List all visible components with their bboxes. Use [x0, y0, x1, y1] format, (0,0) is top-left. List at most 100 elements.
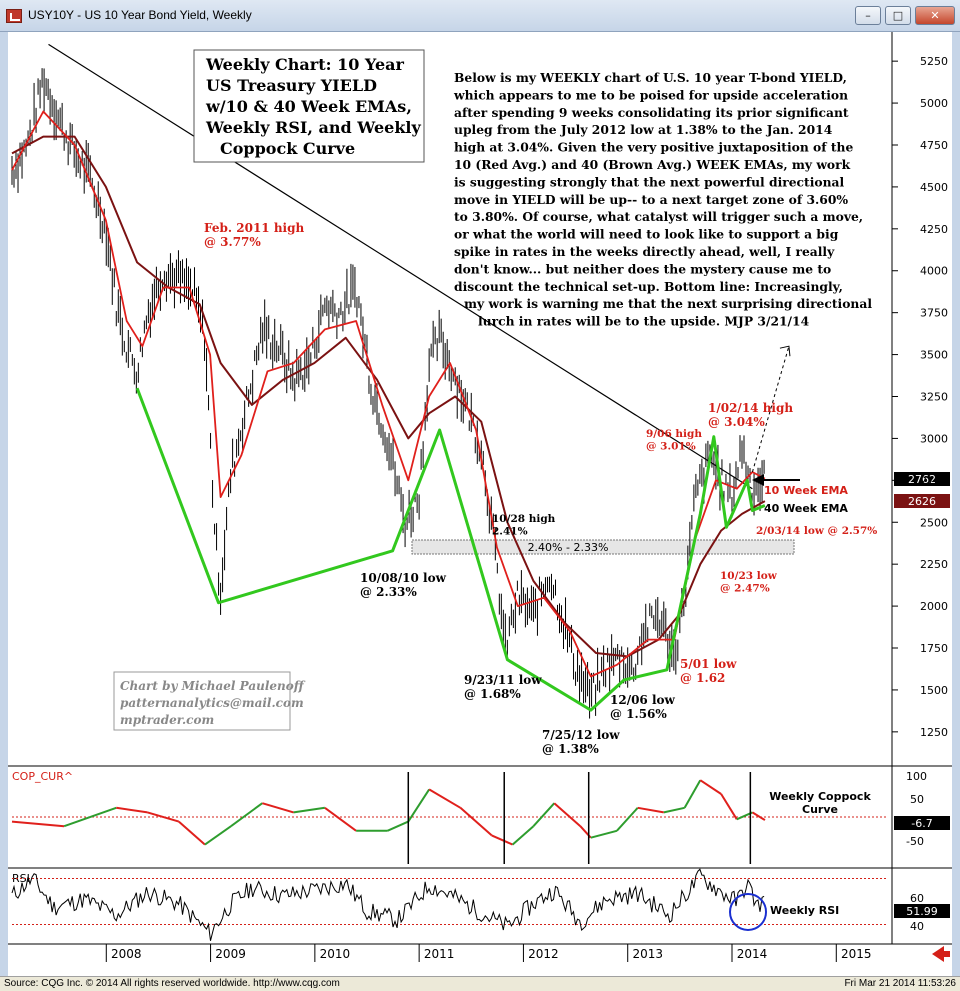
- coppock-segment: [751, 811, 766, 821]
- minimize-button[interactable]: –: [855, 6, 881, 25]
- time-tick-label: 2010: [320, 947, 351, 961]
- coppock-segment: [511, 825, 535, 846]
- time-tick-label: 2013: [632, 947, 663, 961]
- last-price-value: 2762: [908, 473, 936, 486]
- window-title: USY10Y - US 10 Year Bond Yield, Weekly: [28, 8, 252, 22]
- coppock-segment: [178, 820, 206, 846]
- price-tick-label: 3000: [920, 432, 948, 445]
- price-tick-label: 2250: [920, 558, 948, 571]
- annotation-oct28: 10/28 high: [492, 513, 556, 525]
- arrow-head-icon: [752, 474, 764, 486]
- price-tick-label: 5000: [920, 97, 948, 110]
- coppock-value: -6.7: [911, 817, 932, 830]
- ema40-line: [11, 135, 766, 658]
- credit-line-1: Chart by Michael Paulenoff: [120, 679, 306, 693]
- coppock-segment: [491, 834, 513, 846]
- ema-value-box: [894, 494, 950, 508]
- last-price-box: [894, 472, 950, 486]
- commentary-line: to 3.80%. Of course, what catalyst will …: [454, 209, 863, 224]
- coppock-tick-100: 100: [906, 770, 927, 783]
- annotation-jan2014: @ 3.04%: [708, 415, 765, 429]
- headline-line-4: Weekly RSI, and Weekly: [205, 118, 421, 137]
- commentary-line: 10 (Red Avg.) and 40 (Brown Avg.) WEEK E…: [454, 157, 851, 172]
- coppock-segment: [262, 802, 294, 814]
- commentary-line: high at 3.04%. Given the very positive j…: [454, 140, 853, 155]
- price-tick-label: 1500: [920, 684, 948, 697]
- coppock-segment: [387, 820, 409, 832]
- annotation-sep06: @ 3.01%: [646, 441, 696, 453]
- annotation-oct2010: @ 2.33%: [360, 585, 417, 599]
- commentary-line: Below is my WEEKLY chart of U.S. 10 year…: [454, 70, 847, 85]
- status-timestamp: Fri Mar 21 2014 11:53:26: [844, 978, 956, 989]
- coppock-segment: [532, 802, 556, 827]
- coppock-segment: [63, 806, 117, 828]
- resistance-trendline: [48, 43, 753, 490]
- commentary-line: lurch in rates will be to the upside. MJ…: [478, 314, 810, 329]
- coppock-segment: [116, 806, 148, 814]
- annotation-sep2011: 9/23/11 low: [464, 673, 542, 687]
- ema40-label: 40 Week EMA: [764, 502, 848, 515]
- annotation-oct23: @ 2.47%: [720, 583, 770, 595]
- status-source: Source: CQG Inc. © 2014 All rights reser…: [4, 978, 340, 989]
- credit-line-3: mptrader.com: [120, 713, 214, 727]
- maximize-button[interactable]: □: [885, 6, 911, 25]
- annotation-jan2014: 1/02/14 high: [708, 401, 793, 415]
- price-tick-label: 4750: [920, 139, 948, 152]
- annotation-jul2012: @ 1.38%: [542, 742, 599, 756]
- time-axis-labels: 2008 2009 2010 2011 2012 2013 2014 2015: [105, 944, 872, 962]
- coppock-segment: [683, 779, 702, 809]
- coppock-segment: [147, 811, 180, 823]
- time-tick-label: 2015: [841, 947, 872, 961]
- price-tick-label: 4250: [920, 223, 948, 236]
- coppock-tick-minus50: -50: [906, 835, 924, 848]
- close-button[interactable]: ✕: [915, 6, 955, 25]
- rsi-highlight-circle: [729, 893, 767, 931]
- coppock-curve: [11, 772, 888, 864]
- headline-line-1: Weekly Chart: 10 Year: [205, 55, 405, 74]
- coppock-segment: [293, 806, 326, 814]
- annotation-dec06: @ 1.56%: [610, 707, 667, 721]
- price-tick-label: 3250: [920, 391, 948, 404]
- price-tick-label: 1750: [920, 642, 948, 655]
- headline-line-2: US Treasury YIELD: [206, 76, 377, 95]
- coppock-segment: [324, 806, 357, 832]
- annotation-may01: @ 1.62: [680, 671, 725, 685]
- commentary-line: after spending 9 weeks consolidating its…: [454, 105, 849, 120]
- scroll-right-arrow-icon[interactable]: [932, 946, 950, 962]
- rsi-tick-40: 40: [910, 920, 924, 933]
- annotation-oct28: 2.41%: [492, 526, 528, 538]
- coppock-segment: [204, 825, 232, 846]
- headline-box: [193, 49, 425, 163]
- price-tick-label: 1250: [920, 726, 948, 739]
- price-tick-label: 5250: [920, 55, 948, 68]
- price-tick-label: 4000: [920, 265, 948, 278]
- annotation-oct23: 10/23 low: [720, 570, 778, 582]
- support-zone: [411, 539, 795, 555]
- chart-background: [8, 32, 952, 976]
- price-tick-label: 2000: [920, 600, 948, 613]
- price-tick-label: 3750: [920, 307, 948, 320]
- chart-canvas[interactable]: 2.40% - 2.33% Weekly Chart: 10 Year US T…: [8, 32, 952, 976]
- annotation-oct2010: 10/08/10 low: [360, 571, 447, 585]
- coppock-segment: [663, 806, 685, 814]
- headline-line-3: w/10 & 40 Week EMAs,: [205, 97, 412, 116]
- commentary-line: don't know... but neither does the myste…: [454, 261, 831, 276]
- coppock-pane-label: COP_CUR^: [12, 770, 73, 783]
- time-tick-label: 2008: [111, 947, 142, 961]
- coppock-segment: [230, 802, 263, 828]
- price-axis-ticks: 5250 5000 4750 4500 4250 4000 3750 3500 3250 3000…: [892, 55, 948, 739]
- time-tick-label: 2012: [528, 947, 559, 961]
- rsi-value: 51.99: [906, 905, 938, 918]
- rsi-polyline: [11, 868, 765, 941]
- annotation-feb2014: 2/03/14 low @ 2.57%: [756, 525, 877, 537]
- annotation-sep06: 9/06 high: [646, 428, 702, 440]
- ema-value: 2626: [908, 495, 936, 508]
- coppock-title-line-2: Curve: [802, 803, 838, 816]
- annotation-feb2011: Feb. 2011 high: [204, 221, 304, 235]
- rsi-tick-60: 60: [910, 892, 924, 905]
- projection-arrow-line: [751, 346, 790, 473]
- price-bars: [11, 68, 765, 719]
- annotation-dec06: 12/06 low: [610, 693, 676, 707]
- coppock-segment: [616, 807, 639, 832]
- commentary-line: discount the technical set-up. Bottom li…: [454, 279, 843, 294]
